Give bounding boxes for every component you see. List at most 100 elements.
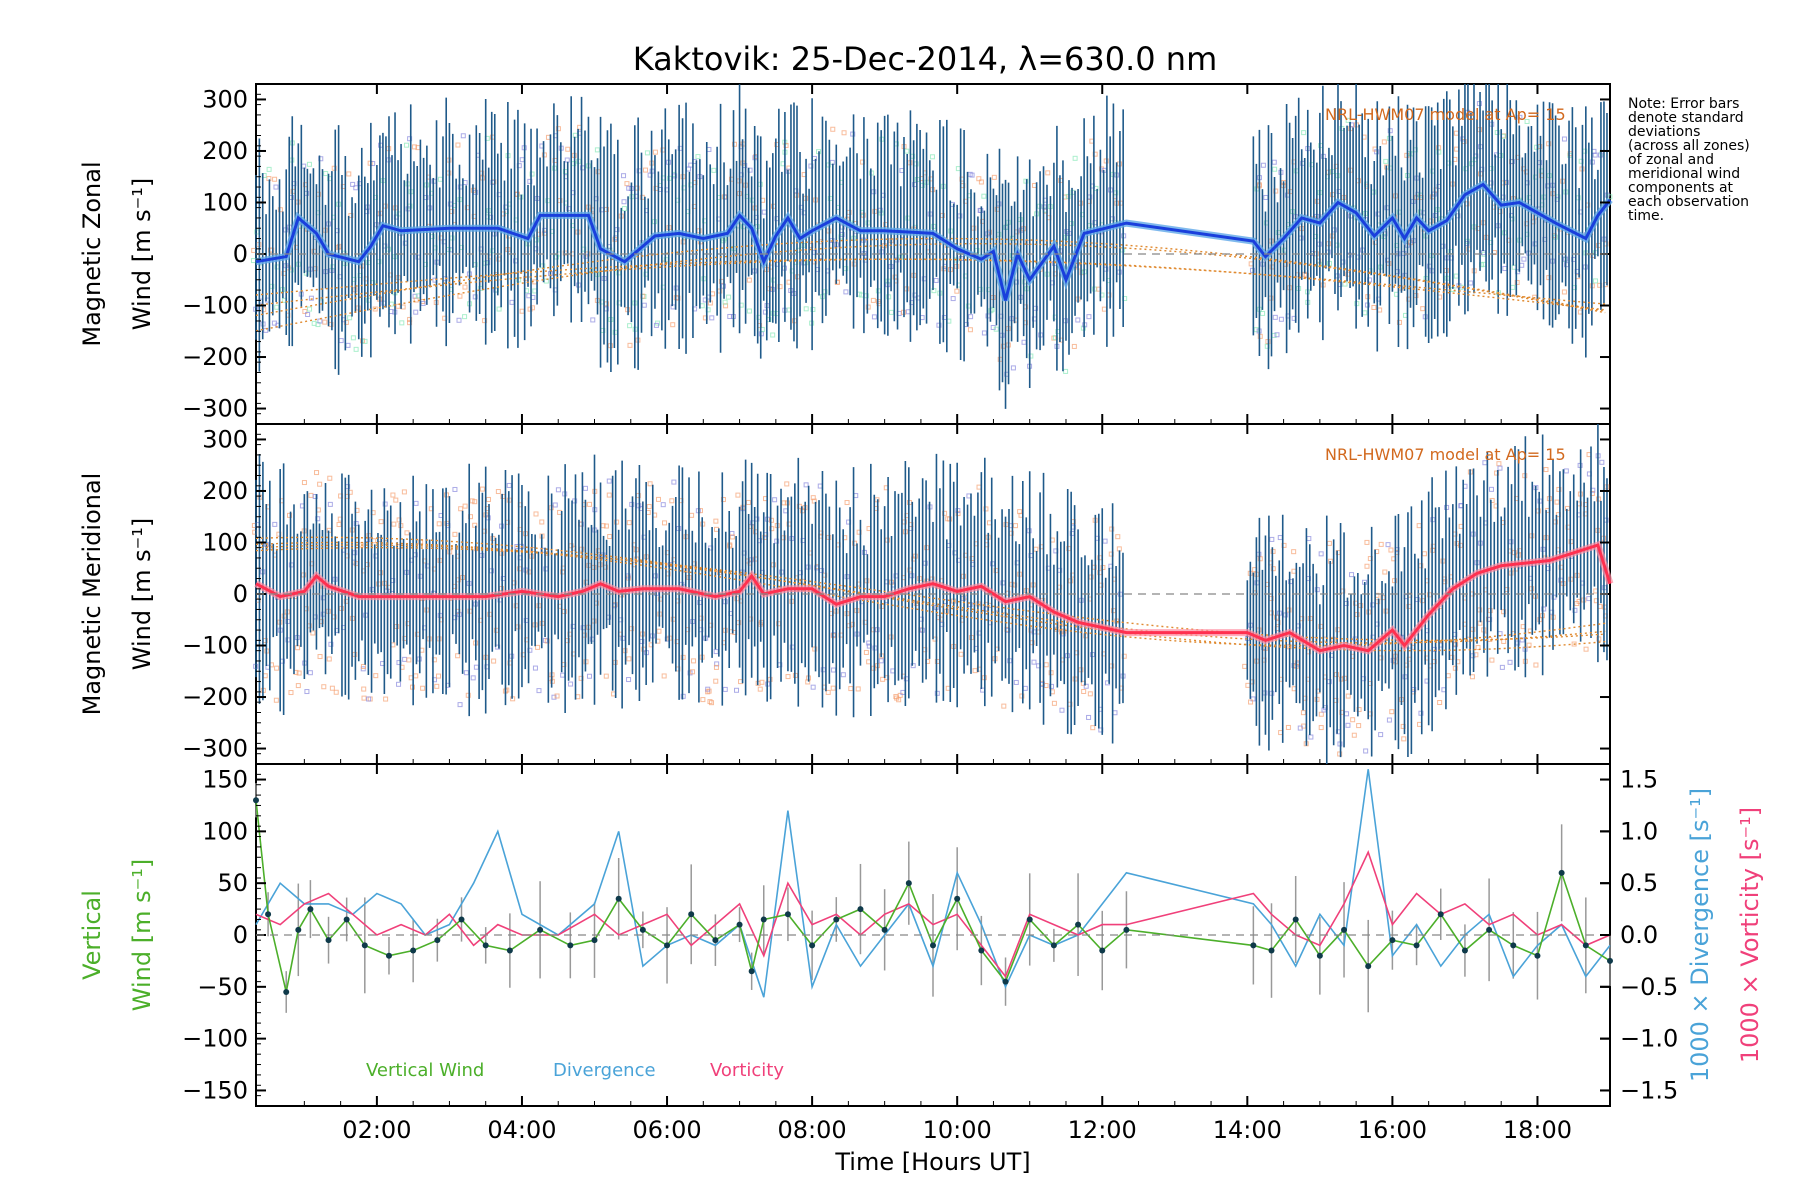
zone-wind-point <box>803 306 809 312</box>
zone-wind-point <box>714 661 720 667</box>
zone-wind-point <box>1285 724 1291 730</box>
zone-wind-point <box>626 520 632 526</box>
zone-wind-point <box>669 498 675 504</box>
x-tick-label: 16:00 <box>1358 1116 1427 1144</box>
zone-wind-point <box>603 523 609 529</box>
model-curve <box>255 243 1606 332</box>
zone-wind-point <box>1364 563 1370 569</box>
zone-wind-point <box>1257 333 1263 339</box>
zone-wind-point <box>1377 307 1383 313</box>
zone-wind-point <box>1436 149 1442 155</box>
zone-wind-point <box>457 293 463 299</box>
zone-wind-point <box>1059 707 1065 713</box>
vertical-wind-point <box>1607 957 1613 964</box>
zone-wind-point <box>519 308 525 314</box>
zone-wind-point <box>345 342 351 348</box>
model-curve <box>255 258 1606 305</box>
zone-wind-point <box>652 149 658 155</box>
zone-wind-point <box>1387 128 1393 134</box>
zone-wind-point <box>1416 523 1422 529</box>
zone-wind-point <box>1023 178 1029 184</box>
zone-wind-point <box>1453 130 1459 136</box>
y2-tick-label: −1.0 <box>1620 1025 1678 1053</box>
zone-wind-point <box>1607 194 1613 200</box>
zone-wind-point <box>486 496 492 502</box>
y-tick-label: −100 <box>182 1025 248 1053</box>
legend-divergence: Divergence <box>553 1060 656 1081</box>
note-line: of zonal and <box>1628 152 1714 168</box>
zone-wind-point <box>272 521 278 527</box>
vertical-wind-point <box>325 937 332 944</box>
zone-wind-point <box>1349 572 1355 578</box>
meridional-wind-line <box>255 543 1612 653</box>
zone-wind-point <box>1362 310 1368 316</box>
zone-wind-point <box>304 689 310 695</box>
model-label-zonal: NRL-HWM07 model at Ap= 15 <box>1325 105 1566 124</box>
zone-wind-point <box>434 683 440 689</box>
zone-wind-point <box>333 689 339 695</box>
zone-wind-point <box>1278 316 1284 322</box>
zone-wind-point <box>314 470 320 476</box>
zone-wind-point <box>624 181 630 187</box>
zone-wind-point <box>626 656 632 662</box>
zone-wind-point <box>972 668 978 674</box>
model-label-meridional: NRL-HWM07 model at Ap= 15 <box>1325 445 1566 464</box>
zone-wind-point <box>362 338 368 344</box>
zone-wind-point <box>1392 578 1398 584</box>
zone-wind-point <box>323 171 329 177</box>
zone-wind-point <box>594 147 600 153</box>
zone-wind-point <box>455 142 461 148</box>
zone-wind-point <box>843 289 849 295</box>
zone-wind-point <box>437 176 443 182</box>
zone-wind-point <box>462 180 468 186</box>
zone-wind-point <box>1469 674 1475 680</box>
zone-wind-point <box>1454 146 1460 152</box>
zone-wind-point <box>735 492 741 498</box>
zone-wind-point <box>1263 194 1269 200</box>
zone-wind-point <box>1081 688 1087 694</box>
zone-wind-point <box>1488 486 1494 492</box>
zone-wind-point <box>295 645 301 651</box>
zone-wind-point <box>1563 468 1569 474</box>
zone-wind-point <box>1021 339 1027 345</box>
zone-wind-point <box>310 630 316 636</box>
vertical-wind-point <box>295 926 302 933</box>
zone-wind-point <box>1115 534 1121 540</box>
zone-wind-point <box>1386 717 1392 723</box>
zone-wind-point <box>465 692 471 698</box>
zone-wind-point <box>734 687 740 693</box>
zone-wind-point <box>759 679 765 685</box>
zone-wind-point <box>722 686 728 692</box>
zone-wind-point <box>830 126 836 132</box>
zone-wind-point <box>1502 265 1508 271</box>
zone-wind-point <box>1541 606 1547 612</box>
zone-wind-point <box>691 658 697 664</box>
zone-wind-point <box>745 499 751 505</box>
zone-wind-point <box>455 653 461 659</box>
zone-wind-point <box>1501 638 1507 644</box>
vertical-wind-point <box>1341 926 1348 933</box>
vertical-wind-point <box>1437 911 1444 918</box>
x-tick-label: 06:00 <box>632 1116 701 1144</box>
zone-wind-point <box>709 315 715 321</box>
zone-wind-point <box>777 284 783 290</box>
zone-wind-point <box>532 665 538 671</box>
zone-wind-point <box>472 522 478 528</box>
zone-wind-point <box>981 193 987 199</box>
y2-tick-label: 0.5 <box>1620 869 1658 897</box>
zone-wind-point <box>1253 327 1259 333</box>
zone-wind-point <box>350 335 356 341</box>
zone-wind-point <box>848 686 854 692</box>
vertical-wind-point <box>664 942 671 949</box>
zone-wind-point <box>870 297 876 303</box>
zone-wind-point <box>373 673 379 679</box>
divergence-line <box>255 769 1611 998</box>
zone-wind-point <box>353 521 359 527</box>
zone-wind-point <box>607 534 613 540</box>
vertical-wind-point <box>1316 952 1323 959</box>
zone-wind-point <box>770 332 776 338</box>
zone-wind-point <box>805 679 811 685</box>
zone-wind-point <box>1546 141 1552 147</box>
zone-wind-point <box>830 685 836 691</box>
zone-wind-point <box>690 669 696 675</box>
